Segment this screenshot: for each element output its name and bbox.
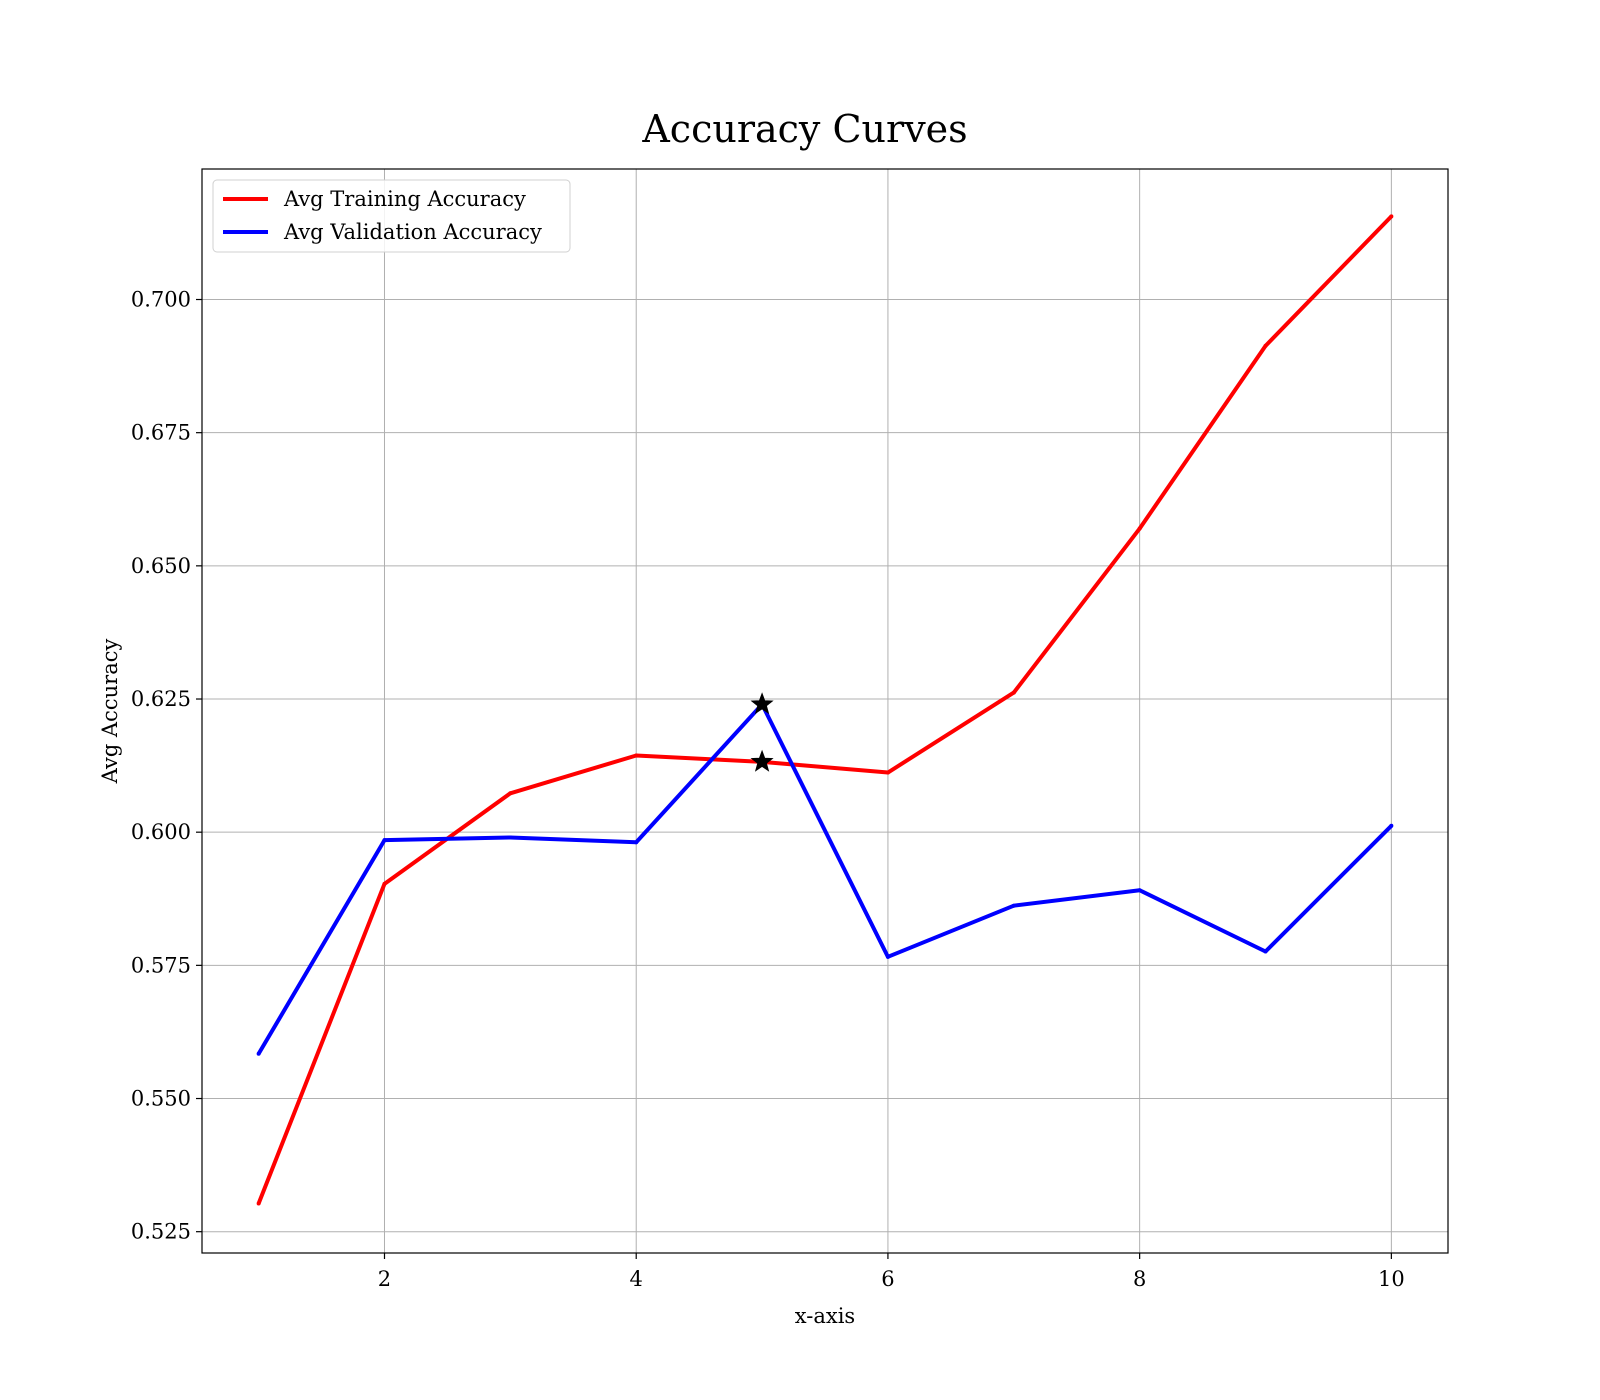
data-point	[634, 753, 639, 758]
y-tick-label: 0.575	[131, 953, 191, 977]
star-marker-icon	[750, 692, 774, 715]
series-line	[256, 702, 1393, 1055]
data-point	[256, 1051, 261, 1056]
data-point	[256, 1201, 261, 1206]
plot-frame	[201, 168, 1449, 1254]
chart-title: Accuracy Curves	[641, 107, 967, 151]
data-point	[634, 840, 639, 845]
data-point	[1389, 823, 1394, 828]
x-tick-label: 4	[630, 1267, 643, 1291]
data-point	[1011, 690, 1016, 695]
data-point	[1137, 526, 1142, 531]
series-layer	[256, 214, 1394, 1206]
data-point	[508, 835, 513, 840]
data-point	[1389, 214, 1394, 219]
y-tick-label: 0.550	[131, 1087, 191, 1111]
legend-label: Avg Validation Accuracy	[283, 220, 542, 244]
y-axis-label: Avg Accuracy	[98, 639, 122, 785]
x-tick-label: 2	[378, 1267, 391, 1291]
y-tick-label: 0.675	[131, 421, 191, 445]
y-tick-label: 0.600	[131, 820, 191, 844]
x-tick-label: 10	[1378, 1267, 1405, 1291]
x-tick-label: 6	[881, 1267, 894, 1291]
data-point	[1011, 903, 1016, 908]
data-point	[1137, 888, 1142, 893]
marker-layer	[750, 692, 774, 772]
y-tick-label: 0.700	[131, 288, 191, 312]
data-point	[885, 954, 890, 959]
data-point	[885, 770, 890, 775]
x-axis-label: x-axis	[795, 1304, 855, 1328]
legend: Avg Training Accuracy Avg Validation Accu…	[212, 179, 571, 253]
legend-box	[212, 179, 571, 253]
y-tick-label: 0.650	[131, 554, 191, 578]
data-point	[1263, 343, 1268, 348]
grid-lines	[202, 169, 1448, 1253]
y-tick-label: 0.625	[131, 687, 191, 711]
legend-label: Avg Training Accuracy	[283, 187, 526, 211]
data-point	[382, 838, 387, 843]
data-point	[508, 791, 513, 796]
series-validation	[256, 702, 1394, 1056]
data-point	[1263, 949, 1268, 954]
y-tick-label: 0.525	[131, 1220, 191, 1244]
axis-ticks: 2 4 6 8 10 0.525 0.550 0.575 0.600 0.625 0.650 0.67…	[131, 288, 1405, 1291]
data-point	[382, 881, 387, 886]
x-tick-label: 8	[1133, 1267, 1146, 1291]
star-marker-icon	[750, 749, 774, 772]
